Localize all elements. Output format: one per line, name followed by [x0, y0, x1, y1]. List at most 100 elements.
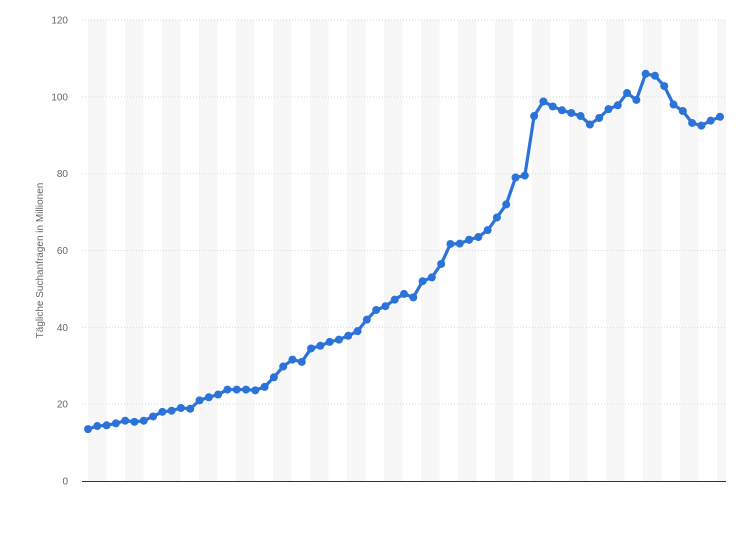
data-point: [390, 295, 399, 304]
data-point: [632, 95, 641, 104]
data-point: [176, 404, 185, 413]
column-band: [458, 20, 477, 481]
data-point: [130, 417, 139, 426]
column-band: [698, 20, 717, 481]
data-point: [409, 293, 418, 302]
data-point: [567, 108, 576, 117]
data-point: [167, 406, 176, 415]
data-point: [111, 419, 120, 428]
data-point: [223, 385, 232, 394]
y-tick-label: 40: [57, 323, 69, 334]
data-point: [93, 422, 102, 431]
data-point: [604, 105, 613, 114]
data-point: [149, 412, 158, 421]
data-point: [502, 200, 511, 209]
data-points: [84, 69, 724, 434]
data-point: [595, 113, 604, 122]
column-band: [495, 20, 514, 481]
data-point: [446, 239, 455, 248]
y-tick-label: 80: [57, 169, 69, 180]
data-point: [353, 327, 362, 336]
column-band: [180, 20, 199, 481]
data-point: [613, 101, 622, 110]
data-point: [688, 118, 697, 127]
data-point: [465, 235, 474, 244]
data-point: [585, 120, 594, 129]
data-point: [195, 396, 204, 405]
y-tick-label: 120: [51, 16, 68, 27]
data-point: [706, 116, 715, 125]
y-tick-label: 100: [51, 92, 68, 103]
data-point: [539, 97, 548, 106]
data-point: [437, 259, 446, 268]
data-point: [641, 69, 650, 78]
data-point: [678, 107, 687, 116]
column-band: [291, 20, 310, 481]
data-point: [418, 277, 427, 286]
data-point: [251, 386, 260, 395]
data-point: [511, 173, 520, 182]
data-point: [102, 421, 111, 430]
data-point: [279, 362, 288, 371]
column-band: [162, 20, 181, 481]
data-point: [716, 112, 724, 121]
y-axis-ticks: 0 20 40 60 80 100 120: [51, 16, 68, 488]
column-band: [402, 20, 421, 481]
data-point: [307, 344, 316, 353]
data-point: [474, 233, 483, 242]
data-point: [558, 106, 566, 115]
data-point: [325, 337, 334, 346]
y-axis-title: Tägliche Suchanfragen in Millionen: [35, 183, 46, 339]
data-point: [362, 315, 371, 324]
data-point: [158, 407, 167, 416]
data-point: [400, 289, 408, 298]
data-point: [492, 213, 501, 222]
column-band: [624, 20, 643, 481]
data-point: [650, 71, 659, 80]
data-point: [334, 335, 343, 344]
data-point: [269, 373, 278, 382]
y-tick-label: 0: [62, 477, 68, 488]
data-point: [139, 416, 148, 425]
gridlines: [82, 19, 726, 405]
data-point: [520, 171, 529, 180]
y-tick-label: 20: [57, 400, 69, 411]
column-band: [384, 20, 403, 481]
data-point: [204, 393, 213, 402]
data-point: [297, 357, 306, 366]
data-point: [623, 88, 632, 97]
column-band: [587, 20, 606, 481]
column-band: [254, 20, 273, 481]
data-point: [483, 226, 492, 235]
data-point: [697, 121, 706, 130]
column-band: [606, 20, 625, 481]
data-point: [344, 331, 353, 340]
column-band: [680, 20, 699, 481]
data-point: [84, 425, 92, 434]
column-bands: [88, 20, 726, 481]
data-point: [232, 385, 241, 394]
data-point: [455, 239, 464, 248]
data-point: [260, 382, 269, 391]
data-point: [381, 302, 390, 311]
data-point: [214, 390, 223, 399]
data-point: [530, 112, 539, 121]
column-band: [365, 20, 384, 481]
data-point: [427, 273, 436, 282]
data-point: [660, 82, 669, 91]
data-point: [576, 112, 585, 121]
column-band: [236, 20, 255, 481]
data-point: [316, 341, 325, 350]
column-band: [513, 20, 532, 481]
data-point: [121, 416, 130, 425]
data-point: [186, 404, 195, 413]
data-point: [372, 306, 381, 315]
column-band: [143, 20, 162, 481]
column-band: [347, 20, 366, 481]
column-band: [569, 20, 588, 481]
data-point: [242, 385, 250, 394]
data-point: [548, 102, 557, 111]
y-tick-label: 60: [57, 246, 69, 257]
column-band: [476, 20, 495, 481]
